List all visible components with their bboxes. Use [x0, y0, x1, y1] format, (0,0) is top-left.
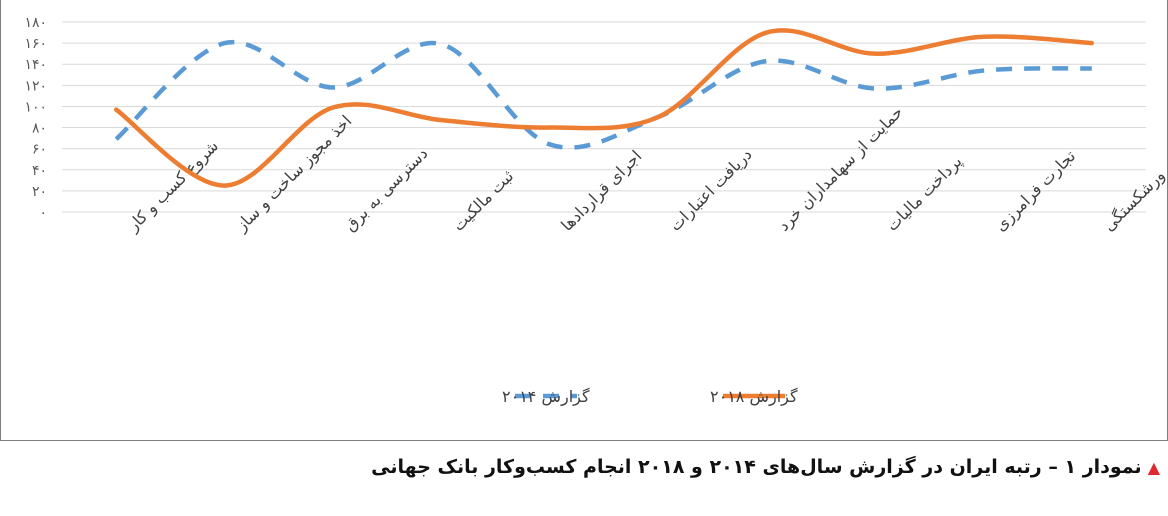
y-tick-label: ۶۰	[32, 142, 47, 158]
series-line-1	[114, 39, 1092, 150]
x-tick-label: دسترسی به برق	[340, 144, 432, 236]
divider	[0, 440, 1168, 441]
y-tick-label: ۰	[39, 205, 47, 221]
y-tick-label: ۸۰	[32, 121, 47, 137]
chart-area: ۰ ۲۰ ۴۰ ۶۰ ۸۰ ۱۰۰ ۱۲۰ ۱۴۰ ۱۶۰ ۱۸۰ شروع کسب و کار اخ…	[24, 15, 1168, 407]
y-tick-label: ۲۰	[32, 184, 47, 200]
y-tick-label: ۱۰۰	[24, 99, 47, 115]
y-tick-label: ۱۶۰	[24, 36, 47, 52]
legend-label: گزارش ۲۰۱۴	[502, 387, 590, 407]
figure-caption: ▲ نمودار ۱ – رتبه ایران در گزارش سال‌های …	[371, 456, 1160, 478]
series-line-2	[113, 28, 1095, 188]
x-tick-label: دریافت اعتبارات	[666, 145, 757, 236]
y-tick-label: ۱۸۰	[24, 15, 47, 31]
x-tick-label: شروع کسب و کار	[123, 136, 223, 236]
y-tick-label: ۱۲۰	[24, 78, 47, 94]
red-triangle-icon: ▲	[1147, 458, 1160, 477]
frame-left-border	[0, 0, 1, 441]
y-tick-label: ۱۴۰	[24, 57, 47, 73]
x-tick-label: ورشکستگی	[1099, 166, 1168, 236]
x-tick-label: ثبت مالکیت	[449, 166, 517, 234]
x-tick-label: پرداخت مالیات	[882, 152, 966, 236]
caption-text: نمودار ۱ – رتبه ایران در گزارش سال‌های ۲…	[371, 456, 1142, 478]
legend-label: گزارش ۲۰۱۸	[710, 387, 798, 407]
y-tick-label: ۴۰	[32, 163, 47, 179]
